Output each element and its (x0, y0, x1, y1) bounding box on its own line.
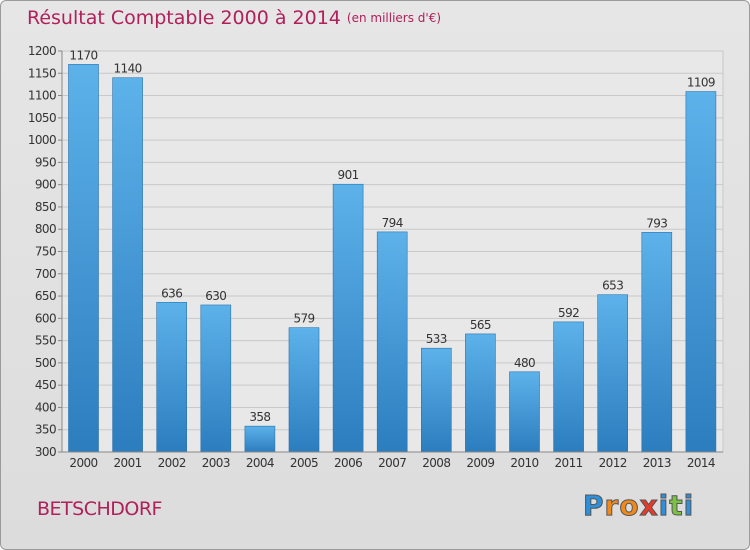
logo-letter: i (683, 489, 695, 523)
y-tick-label: 700 (35, 267, 56, 281)
bar (200, 304, 232, 453)
bar (465, 333, 496, 453)
y-tick-label: 1150 (28, 66, 56, 80)
y-tick-label: 900 (35, 178, 56, 192)
y-tick-label: 400 (35, 400, 56, 414)
x-tick-label: 2014 (687, 456, 715, 470)
bar (509, 371, 540, 453)
logo-letter: t (669, 489, 684, 523)
x-tick-label: 2011 (555, 456, 583, 470)
x-tick-label: 2010 (510, 456, 538, 470)
proxiti-logo: Proxiti (583, 489, 695, 523)
bar-value-label: 636 (161, 286, 182, 300)
x-tick-label: 2004 (246, 456, 274, 470)
y-axis: 300 350 400 450 500 550 600 650 700 750 800 850 900 9… (28, 44, 63, 459)
y-tick-label: 600 (35, 311, 56, 325)
y-tick-label: 350 (35, 423, 56, 437)
bar-value-label: 901 (338, 168, 359, 182)
y-tick-label: 1200 (28, 44, 56, 58)
bar-value-label: 358 (249, 410, 270, 424)
bar-value-label: 480 (514, 356, 535, 370)
x-tick-label: 2007 (378, 456, 406, 470)
bar-value-label: 565 (470, 318, 491, 332)
x-axis: 2000 2001 2002 2003 2004 2005 2006 2007 2008 2009… (62, 451, 723, 470)
bar (641, 232, 673, 453)
commune-name: BETSCHDORF (37, 498, 162, 520)
bar (156, 301, 187, 453)
x-tick-label: 2008 (422, 456, 450, 470)
bar (288, 327, 320, 453)
bar (112, 77, 143, 453)
logo-letter: i (658, 489, 670, 523)
y-tick-label: 950 (35, 155, 56, 169)
logo-letter: x (639, 489, 659, 523)
bar-value-label: 1140 (114, 62, 142, 76)
y-tick-label: 1100 (28, 89, 56, 103)
chart-title-text: Résultat Comptable 2000 à 2014 (27, 7, 341, 29)
y-tick-label: 650 (35, 289, 56, 303)
y-tick-label: 750 (35, 245, 56, 259)
bar (420, 347, 452, 453)
bar-value-label: 533 (426, 332, 447, 346)
y-tick-label: 1050 (28, 111, 56, 125)
bar-value-label: 653 (602, 279, 623, 293)
bar (244, 425, 276, 453)
x-tick-label: 2005 (290, 456, 318, 470)
logo-letter: r (604, 489, 620, 523)
bar-value-label: 579 (293, 312, 314, 326)
logo-letter: o (619, 489, 640, 523)
y-tick-label: 1000 (28, 133, 56, 147)
bar-value-label: 793 (646, 216, 667, 230)
bar-value-label: 592 (558, 306, 579, 320)
y-tick-label: 500 (35, 356, 56, 370)
x-tick-label: 2012 (599, 456, 627, 470)
chart-title: Résultat Comptable 2000 à 2014 (en millie… (27, 7, 441, 29)
bar-value-label: 630 (205, 289, 226, 303)
y-tick-label: 850 (35, 200, 56, 214)
x-tick-label: 2013 (643, 456, 671, 470)
bar-value-label: 1170 (69, 48, 97, 62)
x-tick-label: 2002 (158, 456, 186, 470)
bar (68, 64, 99, 453)
chart-subtitle: (en milliers d'€) (346, 11, 442, 25)
bar-value-label: 1109 (687, 76, 715, 90)
bar-group: 1170 1140 636 630 358 579 901 794 533 565 480 592 65… (68, 48, 717, 453)
bar (685, 91, 717, 453)
logo-letter: P (583, 489, 605, 523)
y-tick-label: 800 (35, 222, 56, 236)
bar (553, 321, 584, 453)
bar (376, 231, 408, 453)
y-tick-label: 300 (35, 445, 56, 459)
x-tick-label: 2009 (466, 456, 494, 470)
y-tick-label: 550 (35, 334, 56, 348)
x-tick-label: 2003 (202, 456, 230, 470)
x-tick-label: 2000 (69, 456, 97, 470)
bar (597, 294, 629, 453)
x-tick-label: 2001 (114, 456, 142, 470)
x-tick-label: 2006 (334, 456, 362, 470)
bar-value-label: 794 (382, 216, 403, 230)
bar (332, 183, 364, 453)
y-tick-label: 450 (35, 378, 56, 392)
